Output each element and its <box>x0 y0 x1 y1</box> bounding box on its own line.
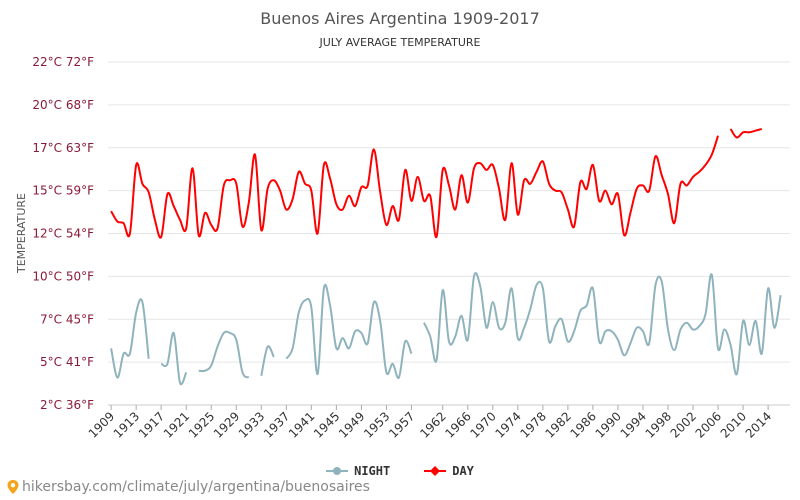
y-tick-label: 2°C 36°F <box>40 398 94 412</box>
x-axis-ticks: 1909191319171921192519291933193719411945… <box>86 404 790 441</box>
series-line-night[interactable] <box>423 272 782 376</box>
y-tick-label: 10°C 50°F <box>32 269 94 283</box>
chart-subtitle: JULY AVERAGE TEMPERATURE <box>319 36 481 49</box>
x-tick-label: 1929 <box>211 409 242 440</box>
x-tick-label: 1909 <box>86 409 117 440</box>
x-tick-label: 2006 <box>693 409 724 440</box>
series-line-night[interactable] <box>285 283 413 380</box>
series-line-night[interactable] <box>198 330 250 379</box>
y-tick-label: 17°C 63°F <box>32 141 94 155</box>
series-line-day[interactable] <box>729 127 763 139</box>
series-line-night[interactable] <box>160 331 188 386</box>
x-tick-label: 1970 <box>467 409 498 440</box>
gridlines <box>108 61 790 406</box>
series-lines <box>110 127 782 386</box>
x-tick-label: 1953 <box>361 409 392 440</box>
y-axis-ticks: 2°C 36°F 5°C 41°F 7°C 45°F 10°C 50°F 12°C 54… <box>32 55 94 412</box>
chart-title: Buenos Aires Argentina 1909-2017 <box>260 9 540 28</box>
series-line-night[interactable] <box>260 345 275 377</box>
x-tick-label: 1933 <box>236 409 267 440</box>
legend-label-night: NIGHT <box>354 464 391 478</box>
x-tick-label: 1982 <box>543 409 574 440</box>
x-tick-label: 1966 <box>442 409 473 440</box>
legend: NIGHT DAY <box>0 463 800 479</box>
x-tick-label: 1917 <box>136 409 167 440</box>
x-tick-label: 1945 <box>311 409 342 440</box>
x-tick-label: 1974 <box>492 409 523 440</box>
x-tick-label: 2002 <box>668 409 699 440</box>
legend-item-day[interactable]: DAY <box>424 463 474 479</box>
y-tick-label: 5°C 41°F <box>40 355 94 369</box>
location-pin-icon <box>7 480 19 494</box>
y-tick-label: 22°C 72°F <box>32 55 94 69</box>
series-line-night[interactable] <box>110 298 150 379</box>
x-tick-label: 1990 <box>593 409 624 440</box>
x-tick-label: 1925 <box>186 409 217 440</box>
x-tick-label: 1921 <box>161 409 192 440</box>
source-credit[interactable]: hikersbay.com/climate/july/argentina/bue… <box>6 479 370 495</box>
y-tick-label: 20°C 68°F <box>32 98 94 112</box>
x-tick-label: 1941 <box>286 409 317 440</box>
x-tick-label: 1998 <box>643 409 674 440</box>
x-tick-label: 1949 <box>336 409 367 440</box>
x-tick-label: 1978 <box>517 409 548 440</box>
y-tick-label: 15°C 59°F <box>32 184 94 198</box>
x-tick-label: 1937 <box>261 409 292 440</box>
legend-item-night[interactable]: NIGHT <box>326 463 390 479</box>
y-tick-label: 7°C 45°F <box>40 312 94 326</box>
x-tick-label: 1986 <box>568 409 599 440</box>
y-tick-label: 12°C 54°F <box>32 227 94 241</box>
x-tick-label: 1957 <box>386 409 417 440</box>
series-line-day[interactable] <box>110 135 719 239</box>
y-axis-label: TEMPERATURE <box>15 193 28 274</box>
x-tick-label: 2010 <box>718 409 749 440</box>
x-tick-label: 2014 <box>743 409 774 440</box>
x-tick-label: 1962 <box>417 409 448 440</box>
legend-swatch-day <box>424 466 447 476</box>
x-tick-label: 1913 <box>111 409 142 440</box>
legend-label-day: DAY <box>452 464 474 478</box>
legend-swatch-night <box>326 467 349 475</box>
x-tick-label: 1994 <box>618 409 649 440</box>
source-link[interactable]: hikersbay.com/climate/july/argentina/bue… <box>22 479 370 495</box>
